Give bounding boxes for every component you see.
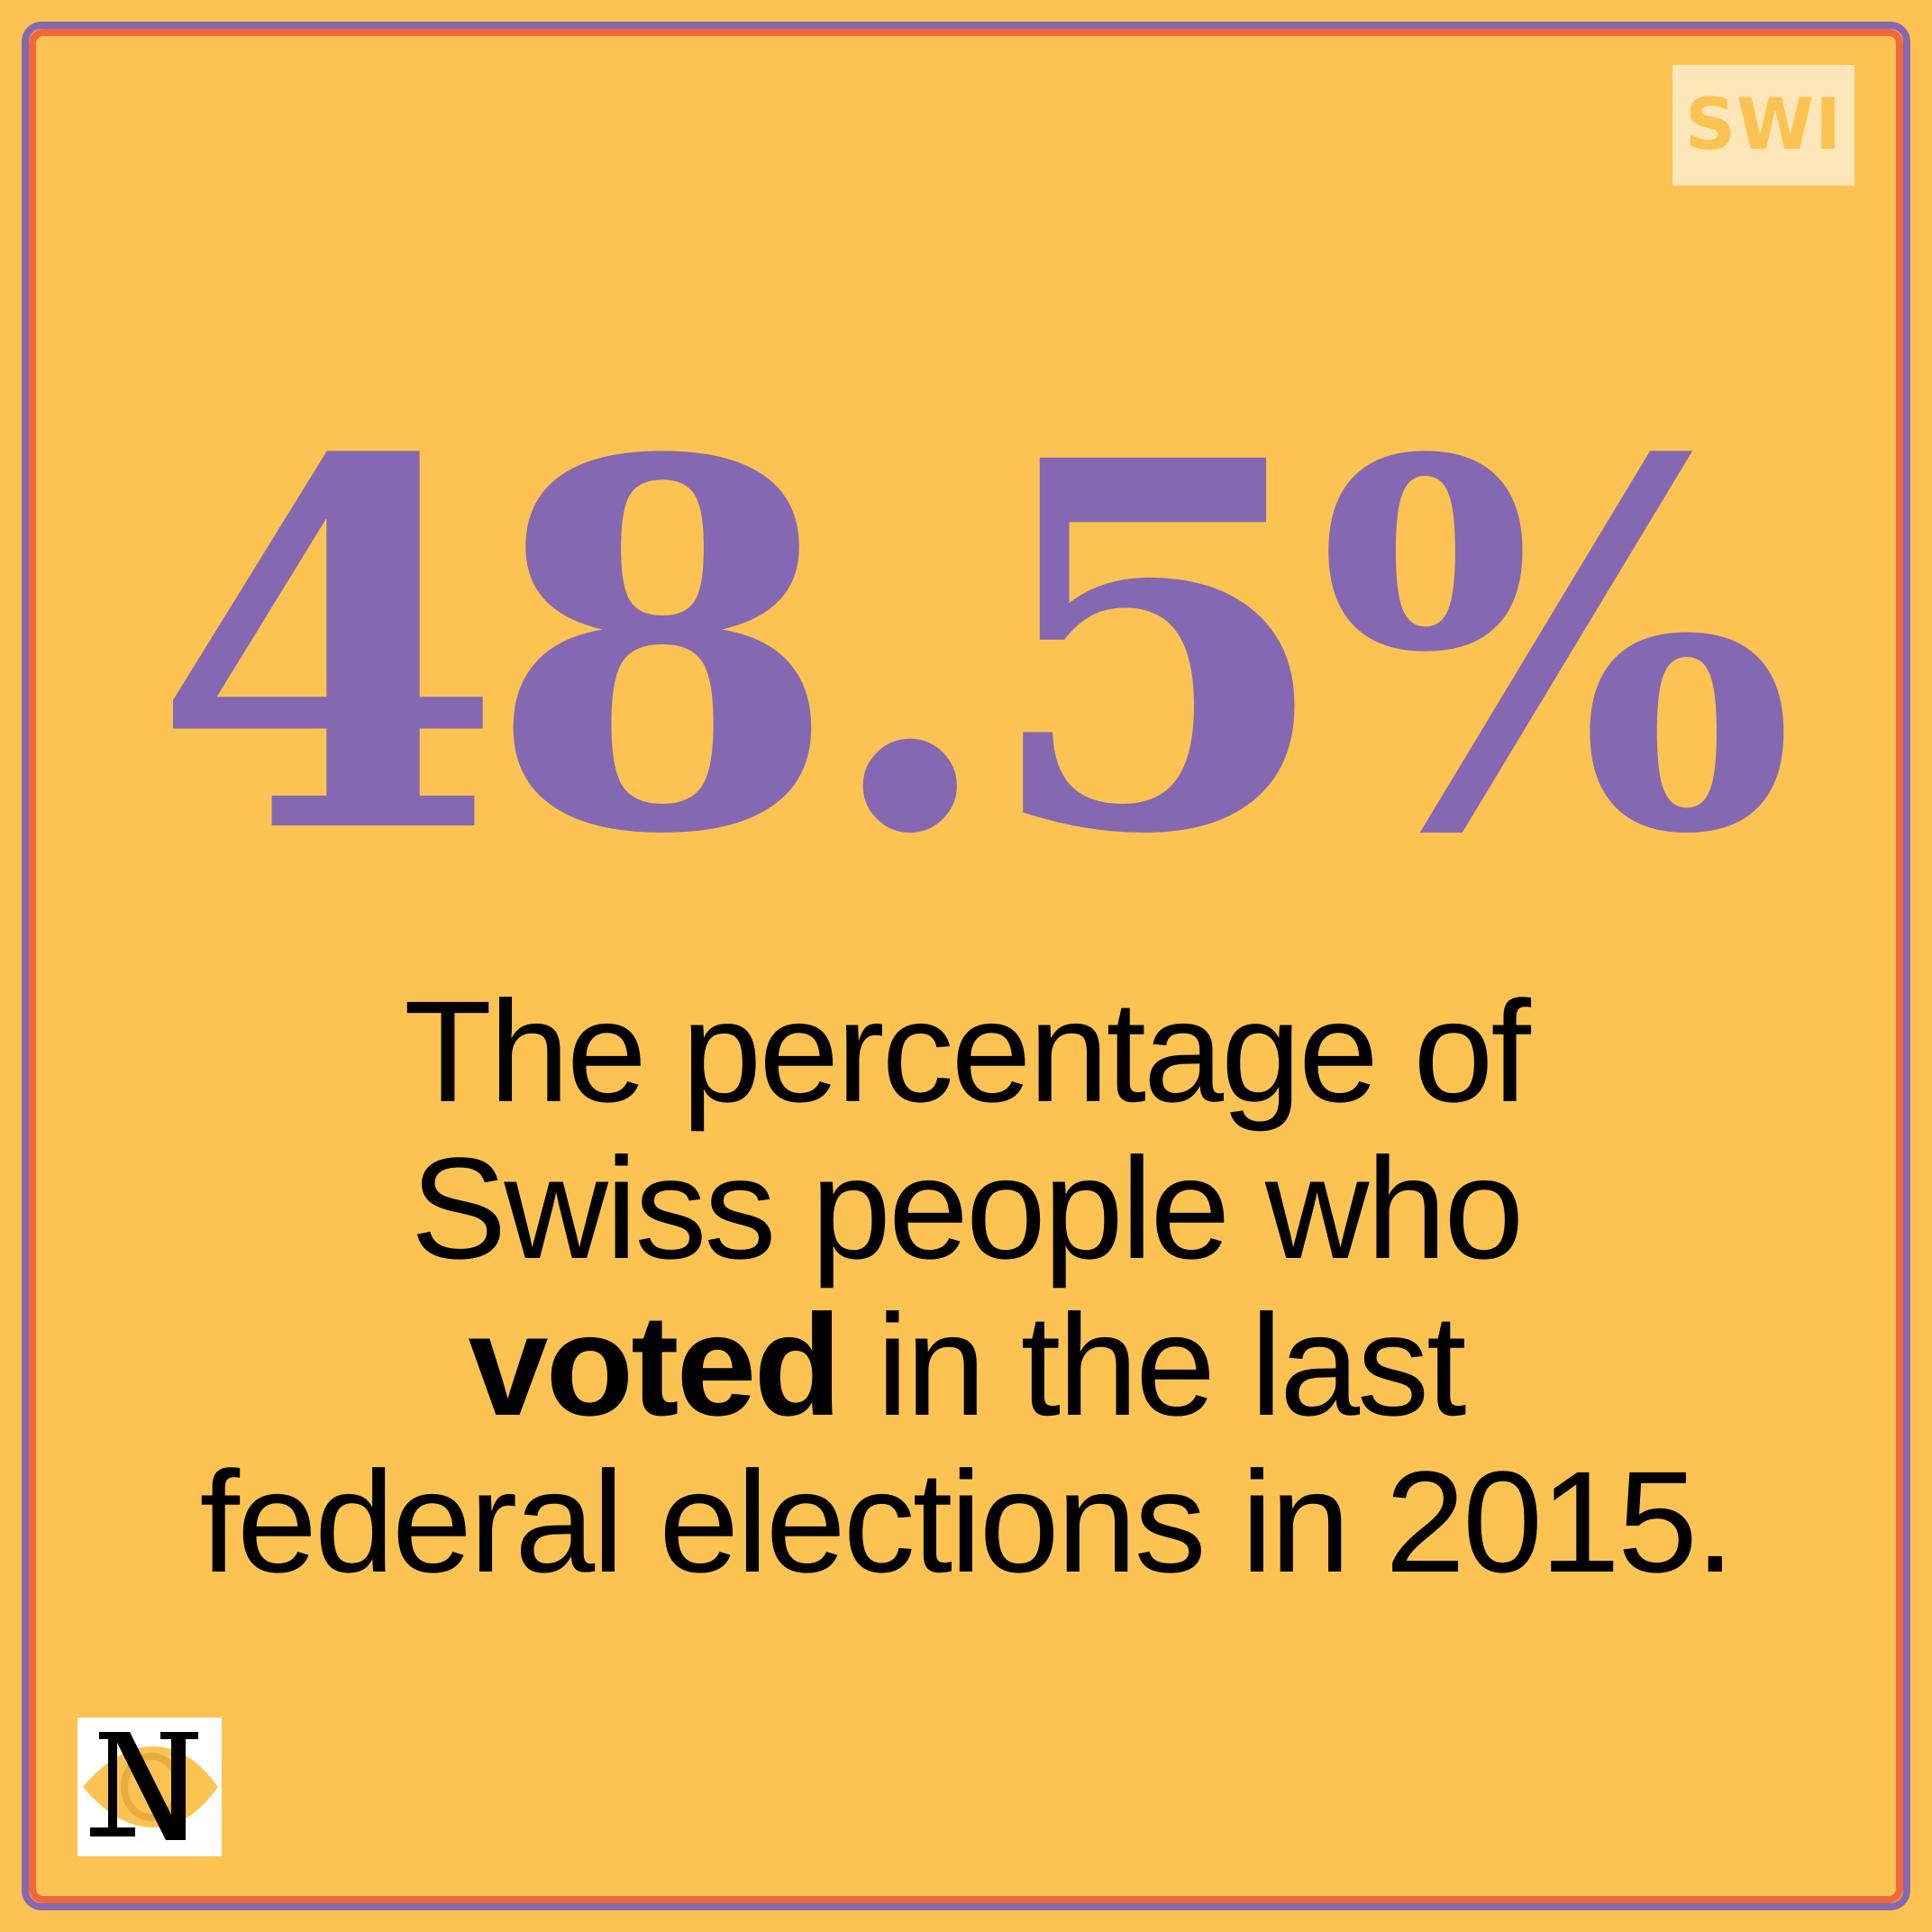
description-line-3: voted in the last <box>65 1287 1867 1444</box>
stat-description: The percentage of Swiss people who voted… <box>65 973 1867 1600</box>
description-line-3-rest: in the last <box>839 1284 1467 1445</box>
headline-percentage: 48.5% <box>151 352 1796 945</box>
description-line-4: federal elections in 2015. <box>199 1441 1736 1602</box>
swi-logo: SWI <box>1672 65 1855 186</box>
description-line-1: The percentage of <box>404 971 1531 1132</box>
swi-logo-text: SWI <box>1684 85 1843 166</box>
inner-border <box>29 29 1903 1903</box>
n-monogram-eye-icon <box>83 1732 218 1840</box>
outer-border <box>22 22 1910 1910</box>
description-bold-word: voted <box>468 1284 842 1445</box>
description-line-2: Swiss people who <box>410 1127 1525 1289</box>
n-monogram-eye-logo <box>77 1718 222 1856</box>
